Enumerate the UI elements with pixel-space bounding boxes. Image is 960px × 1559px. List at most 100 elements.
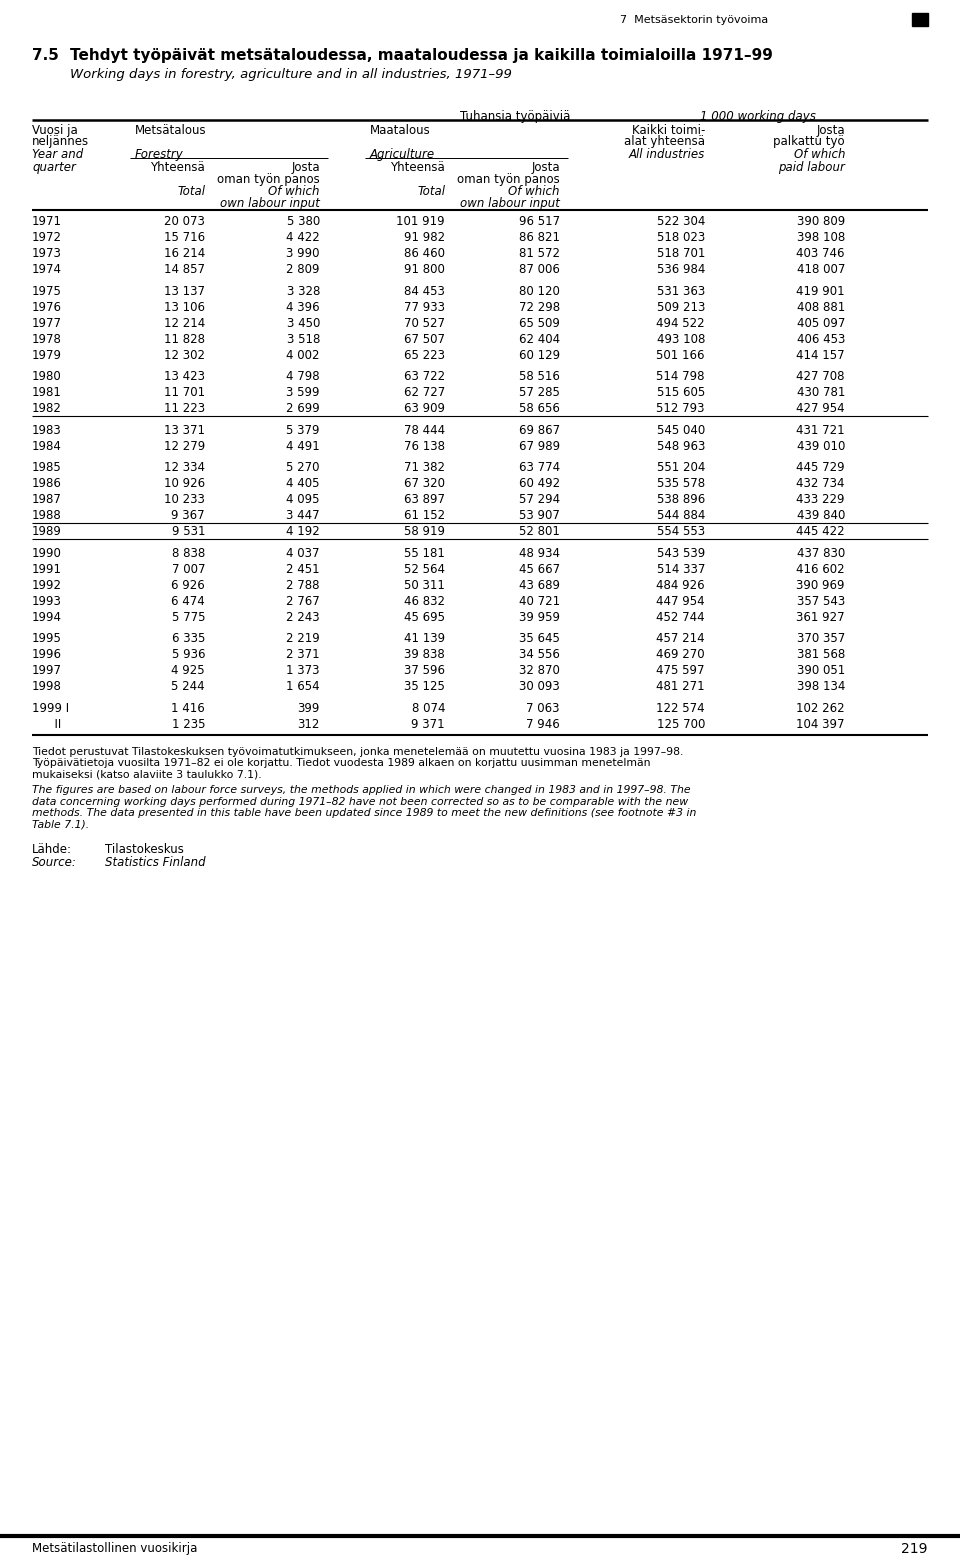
- Text: 7  Metsäsektorin työvoima: 7 Metsäsektorin työvoima: [620, 16, 768, 25]
- Text: 9 371: 9 371: [412, 717, 445, 731]
- Text: mukaiseksi (katso alaviite 3 taulukko 7.1).: mukaiseksi (katso alaviite 3 taulukko 7.…: [32, 770, 262, 780]
- Text: 390 051: 390 051: [797, 664, 845, 677]
- Text: alat yhteensä: alat yhteensä: [624, 136, 705, 148]
- Text: Kaikki toimi-: Kaikki toimi-: [632, 125, 705, 137]
- Text: 5 270: 5 270: [286, 461, 320, 474]
- Text: 439 010: 439 010: [797, 440, 845, 452]
- Text: 55 181: 55 181: [404, 547, 445, 560]
- Text: 7 063: 7 063: [526, 702, 560, 714]
- Text: 2 809: 2 809: [286, 263, 320, 276]
- Text: 514 798: 514 798: [657, 369, 705, 384]
- Text: 35 645: 35 645: [519, 631, 560, 645]
- Text: The figures are based on labour force surveys, the methods applied in which were: The figures are based on labour force su…: [32, 786, 690, 795]
- Text: 544 884: 544 884: [657, 508, 705, 522]
- Text: 1999 I: 1999 I: [32, 702, 69, 714]
- Text: 6 335: 6 335: [172, 631, 205, 645]
- Text: Josta: Josta: [816, 125, 845, 137]
- Text: 10 926: 10 926: [164, 477, 205, 490]
- Text: 431 721: 431 721: [797, 424, 845, 437]
- Text: 1993: 1993: [32, 594, 61, 608]
- Text: 43 689: 43 689: [519, 578, 560, 591]
- Text: 63 774: 63 774: [518, 461, 560, 474]
- Text: 102 262: 102 262: [797, 702, 845, 714]
- Text: 1983: 1983: [32, 424, 61, 437]
- Text: 484 926: 484 926: [657, 578, 705, 591]
- Text: 4 405: 4 405: [286, 477, 320, 490]
- Text: own labour input: own labour input: [220, 196, 320, 210]
- Text: 46 832: 46 832: [404, 594, 445, 608]
- Text: 67 989: 67 989: [518, 440, 560, 452]
- Bar: [912, 12, 928, 27]
- Text: 4 192: 4 192: [286, 525, 320, 538]
- Text: 1 416: 1 416: [171, 702, 205, 714]
- Text: 5 244: 5 244: [172, 680, 205, 694]
- Text: 57 285: 57 285: [519, 387, 560, 399]
- Text: neljännes: neljännes: [32, 136, 89, 148]
- Text: 419 901: 419 901: [797, 284, 845, 298]
- Text: 2 788: 2 788: [286, 578, 320, 591]
- Text: 72 298: 72 298: [518, 301, 560, 313]
- Text: 3 990: 3 990: [286, 246, 320, 260]
- Text: 122 574: 122 574: [657, 702, 705, 714]
- Text: 1 654: 1 654: [286, 680, 320, 694]
- Text: 398 108: 398 108: [797, 231, 845, 245]
- Text: 4 002: 4 002: [286, 349, 320, 362]
- Text: 15 716: 15 716: [164, 231, 205, 245]
- Text: 418 007: 418 007: [797, 263, 845, 276]
- Text: 469 270: 469 270: [657, 649, 705, 661]
- Text: 357 543: 357 543: [797, 594, 845, 608]
- Text: 543 539: 543 539: [657, 547, 705, 560]
- Text: 58 656: 58 656: [519, 402, 560, 415]
- Text: 538 896: 538 896: [657, 493, 705, 507]
- Text: 2 767: 2 767: [286, 594, 320, 608]
- Text: 11 828: 11 828: [164, 332, 205, 346]
- Text: 1972: 1972: [32, 231, 62, 245]
- Text: data concerning working days performed during 1971–82 have not been corrected so: data concerning working days performed d…: [32, 797, 688, 806]
- Text: Forestry: Forestry: [135, 148, 183, 161]
- Text: 77 933: 77 933: [404, 301, 445, 313]
- Text: 11 701: 11 701: [164, 387, 205, 399]
- Text: Yhteensä: Yhteensä: [391, 161, 445, 175]
- Text: 509 213: 509 213: [657, 301, 705, 313]
- Text: 1991: 1991: [32, 563, 62, 575]
- Text: 390 809: 390 809: [797, 215, 845, 228]
- Text: 430 781: 430 781: [797, 387, 845, 399]
- Text: 48 934: 48 934: [519, 547, 560, 560]
- Text: Tiedot perustuvat Tilastokeskuksen työvoimatutkimukseen, jonka menetelemää on mu: Tiedot perustuvat Tilastokeskuksen työvo…: [32, 747, 684, 756]
- Text: 501 166: 501 166: [657, 349, 705, 362]
- Text: Maatalous: Maatalous: [370, 125, 431, 137]
- Text: Of which: Of which: [794, 148, 845, 161]
- Text: 551 204: 551 204: [657, 461, 705, 474]
- Text: Table 7.1).: Table 7.1).: [32, 820, 89, 829]
- Text: 1984: 1984: [32, 440, 61, 452]
- Text: Lähde:: Lähde:: [32, 843, 72, 856]
- Text: 45 695: 45 695: [404, 611, 445, 624]
- Text: 381 568: 381 568: [797, 649, 845, 661]
- Text: 361 927: 361 927: [797, 611, 845, 624]
- Text: 86 821: 86 821: [519, 231, 560, 245]
- Text: 13 137: 13 137: [164, 284, 205, 298]
- Text: 4 095: 4 095: [286, 493, 320, 507]
- Text: Metsätalous: Metsätalous: [135, 125, 206, 137]
- Text: 3 450: 3 450: [287, 316, 320, 329]
- Text: 4 422: 4 422: [286, 231, 320, 245]
- Text: palkattu työ: palkattu työ: [774, 136, 845, 148]
- Text: 34 556: 34 556: [519, 649, 560, 661]
- Text: 91 982: 91 982: [404, 231, 445, 245]
- Text: 1988: 1988: [32, 508, 61, 522]
- Text: 71 382: 71 382: [404, 461, 445, 474]
- Text: 69 867: 69 867: [518, 424, 560, 437]
- Text: 58 919: 58 919: [404, 525, 445, 538]
- Text: 57 294: 57 294: [518, 493, 560, 507]
- Text: 398 134: 398 134: [797, 680, 845, 694]
- Text: Total: Total: [417, 186, 445, 198]
- Text: 8 838: 8 838: [172, 547, 205, 560]
- Text: 65 223: 65 223: [404, 349, 445, 362]
- Text: 86 460: 86 460: [404, 246, 445, 260]
- Text: 1985: 1985: [32, 461, 61, 474]
- Text: Working days in forestry, agriculture and in all industries, 1971–99: Working days in forestry, agriculture an…: [70, 69, 512, 81]
- Text: 16 214: 16 214: [164, 246, 205, 260]
- Text: 12 214: 12 214: [164, 316, 205, 329]
- Text: 408 881: 408 881: [797, 301, 845, 313]
- Text: 1982: 1982: [32, 402, 61, 415]
